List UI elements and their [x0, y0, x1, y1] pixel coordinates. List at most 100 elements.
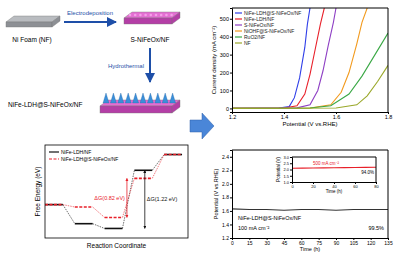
texture — [155, 14, 158, 17]
tick: 2.5 — [283, 161, 292, 166]
chart: 0204060801.01.52.02.53.0Time (h)Potentia… — [276, 155, 380, 194]
texture — [160, 14, 163, 17]
tick-label: 0 — [231, 240, 234, 246]
tick: 2.0 — [283, 167, 292, 172]
tick-label: 2.4 — [222, 154, 229, 160]
ni-foam — [6, 16, 60, 27]
node-label: S-NiFeOx/NF — [131, 36, 170, 43]
tick: 2.2 — [222, 167, 232, 173]
tick-mark — [230, 108, 232, 109]
tick-label: 75 — [316, 240, 322, 246]
tick-label: 2.0 — [222, 181, 229, 187]
tick-label: 80 — [374, 184, 379, 189]
legend-swatch — [235, 30, 242, 31]
energy-level — [45, 204, 63, 206]
axis-line — [233, 239, 389, 241]
series-label: NiFe-LDH@S-NiFeOx/NF — [238, 215, 302, 221]
series-line — [232, 33, 388, 108]
tick-mark — [230, 224, 232, 225]
tick-mark — [290, 170, 292, 171]
tick-label: 60 — [353, 184, 358, 189]
tick: 1.4 — [222, 222, 232, 228]
node-label: Ni Foam (NF) — [12, 36, 51, 44]
annotation: 94.0% — [361, 170, 374, 175]
tick-label: 15 — [247, 240, 253, 246]
series-line — [232, 8, 310, 108]
energy-level — [75, 223, 93, 225]
tick-label: 90 — [334, 240, 340, 246]
tick-label: 400 — [220, 34, 229, 40]
legend-swatch — [49, 151, 59, 152]
energy-level — [134, 169, 152, 171]
schematic: Ni Foam (NF) S-NiFeOx/NF Electrodeposition… — [6, 10, 180, 113]
tick: 1.0 — [283, 180, 292, 185]
plot-area — [45, 155, 182, 229]
tick-mark — [290, 176, 292, 177]
tick-label: 1.4 — [222, 222, 229, 228]
tick: 1.4 — [281, 112, 289, 120]
axis-line — [230, 9, 233, 113]
energy-level — [164, 154, 182, 156]
tick-label: 1.4 — [281, 114, 289, 120]
tick-mark — [290, 157, 292, 158]
tick-label: 2.2 — [222, 167, 229, 173]
node-label: NiFe-LDH@S-NiFeOx/NF — [8, 101, 83, 108]
tick-label: 300 — [220, 52, 229, 58]
axis-line — [233, 113, 389, 115]
tick-label: 1.8 — [385, 114, 393, 120]
delta-g-arrow — [126, 178, 127, 217]
tick-label: 100 — [220, 88, 229, 94]
y-axis: 1.01.52.02.53.0 — [283, 155, 292, 185]
tick: 200 — [220, 70, 232, 76]
y-axis-title: Current density (mA cm⁻²) — [211, 26, 217, 95]
tick: 80 — [374, 182, 379, 189]
tick-mark — [230, 19, 232, 20]
tick-label: 1.5 — [283, 174, 289, 179]
annotation: ΔG(0.82 eV) — [94, 195, 125, 201]
y-axis: 1.21.41.61.82.02.22.4 — [222, 151, 232, 242]
series-line — [232, 209, 388, 210]
tick-label: 120 — [367, 240, 376, 246]
texture — [139, 14, 142, 17]
texture — [144, 14, 147, 17]
tick-mark — [230, 184, 232, 185]
tick-mark — [230, 73, 232, 74]
tick-label: 1.2 — [229, 114, 237, 120]
series-line — [232, 8, 367, 108]
connector — [152, 155, 164, 171]
connector — [63, 205, 75, 224]
arrow — [149, 48, 151, 82]
annotation: 500 mA cm⁻² — [313, 161, 340, 166]
texture — [165, 14, 168, 17]
tick: 1.6 — [333, 112, 341, 120]
energy-level — [105, 217, 123, 219]
slab-top — [6, 16, 60, 22]
slab-top — [124, 12, 180, 18]
x-axis: 0153045607590105120135 — [231, 238, 393, 246]
legend-swatch — [235, 42, 242, 43]
x-axis-title: Time (h) — [326, 189, 343, 194]
edge-label: Hydrothermal — [108, 63, 144, 69]
tick-mark — [290, 182, 292, 183]
plot-frame — [292, 157, 376, 182]
annotation: 100 mA cm⁻² — [238, 225, 270, 231]
tick: 20 — [311, 182, 316, 189]
legend-label: NiFe-LDH/NF — [61, 149, 91, 155]
tick-label: 0 — [226, 106, 229, 112]
tick-mark — [230, 90, 232, 91]
series-line — [292, 167, 376, 168]
legend-label: NF — [244, 40, 251, 46]
tick: 1.6 — [222, 208, 232, 214]
connector — [93, 224, 105, 229]
edge-label: Electrodeposition — [67, 10, 113, 16]
tick-label: 1.0 — [283, 180, 289, 185]
tick-mark — [230, 55, 232, 56]
energy-level — [45, 204, 63, 206]
tick: 2.4 — [222, 154, 232, 160]
connector — [63, 205, 75, 207]
legend-swatch — [235, 24, 242, 25]
ldh-sheet — [170, 93, 176, 103]
tick: 40 — [332, 182, 337, 189]
tick: 100 — [220, 88, 232, 94]
tick-label: 20 — [311, 184, 316, 189]
